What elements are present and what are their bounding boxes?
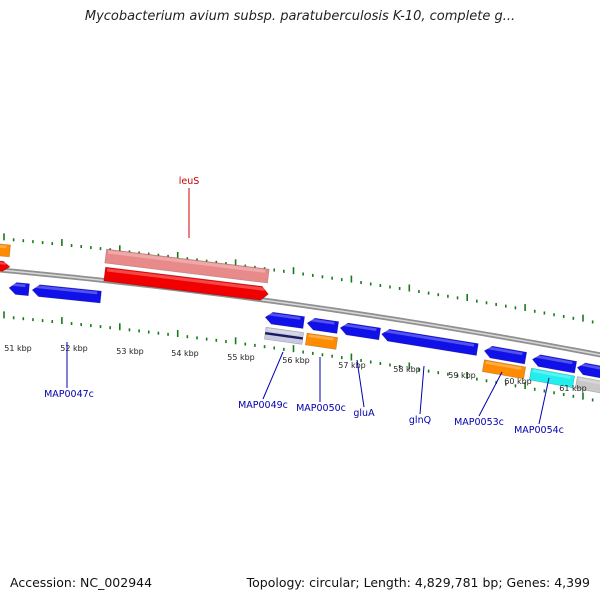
MAP0050c-gene [304, 332, 339, 350]
cds-blue-3-body [264, 311, 305, 329]
cds-red-left-body [0, 259, 11, 272]
scale-label: 58 kbp [393, 365, 421, 374]
cds-blue-8-shine [534, 354, 573, 365]
cds-blue-7-shine [486, 346, 523, 356]
leuS-gene-pink-shine [107, 250, 266, 273]
gene-label-MAP0053c[interactable]: MAP0053c [454, 417, 504, 428]
cds-blue-6-shine [383, 329, 475, 347]
MAP0054c-gene [528, 367, 576, 389]
gene-label-glnQ[interactable]: glnQ [409, 415, 431, 426]
scale-label: 55 kbp [227, 353, 255, 362]
scale-label: 52 kbp [60, 344, 88, 353]
backbone-highlight [0, 269, 600, 356]
cds-blue-1-shine [11, 283, 26, 288]
cds-blue-5-shine [342, 323, 377, 332]
cds-blue-4 [306, 317, 340, 334]
gene-labels: leuS MAP0047c MAP0049c MAP0050c gluA glnQ MAP0… [44, 176, 564, 436]
leuS-gene [103, 266, 269, 301]
MAP0054c-gene-body [528, 367, 576, 389]
scale-label: 61 kbp [559, 384, 587, 393]
cds-orange-left-shine [0, 244, 7, 249]
scale-label: 60 kbp [504, 377, 532, 386]
leuS-gene-body [103, 266, 269, 301]
cds-blue-1-body [8, 282, 30, 297]
leuS-gene-shine [106, 268, 266, 291]
topology-summary: Topology: circular; Length: 4,829,781 bp… [246, 575, 590, 590]
inner-tick-marks [3, 311, 594, 402]
gene-label-MAP0047c[interactable]: MAP0047c [44, 389, 94, 400]
map-title: Mycobacterium avium subsp. paratuberculo… [84, 9, 516, 24]
leuS-gene-pink [104, 248, 270, 284]
cds-blue-5 [339, 322, 382, 341]
MAP0049c-gene-shine [267, 328, 300, 336]
cds-blue-4-body [306, 317, 340, 334]
cds-red-left-shine [0, 261, 7, 265]
cds-blue-6 [381, 328, 479, 356]
gene-label-MAP0050c[interactable]: MAP0050c [296, 403, 346, 414]
gene-label-gluA[interactable]: gluA [353, 408, 375, 419]
cds-blue-8-body [531, 354, 578, 374]
cds-blue-2 [31, 284, 102, 304]
scale-label: 59 kbp [448, 371, 476, 380]
scale-labels: 51 kbp 52 kbp 53 kbp 54 kbp 55 kbp 56 kbp 57 k… [4, 344, 587, 393]
leuS-gene-pink-body [104, 248, 270, 284]
scale-label: 57 kbp [338, 361, 366, 370]
MAP0050c-gene-shine [308, 334, 334, 341]
gene-leader-line [262, 351, 284, 400]
cds-blue-3 [264, 311, 305, 329]
cds-blue-1 [8, 282, 30, 297]
gene-leader-line [419, 365, 425, 415]
cds-blue-7-body [483, 345, 528, 365]
gene-leader-line [356, 359, 365, 408]
scale-label: 51 kbp [4, 344, 32, 353]
backbone-layer [0, 267, 600, 358]
gene-leader-line [538, 377, 550, 425]
cds-red-left [0, 259, 11, 272]
scale-label: 53 kbp [116, 347, 144, 356]
MAP0053c-gene-shine [485, 361, 522, 370]
cds-orange-left-body [0, 242, 11, 258]
gene-leader-line [478, 371, 503, 417]
cds-blue-2-shine [34, 285, 98, 295]
cds-blue-4-shine [309, 318, 335, 325]
gene-label-MAP0049c[interactable]: MAP0049c [238, 400, 288, 411]
cds-blue-6-body [381, 328, 479, 356]
MAP0053c-gene-body [481, 359, 527, 380]
gene-label-leuS[interactable]: leuS [179, 176, 200, 187]
MAP0050c-gene-body [304, 332, 339, 350]
MAP0053c-gene [481, 359, 527, 380]
scale-label: 54 kbp [171, 349, 199, 358]
MAP0054c-gene-shine [532, 369, 571, 379]
gene-label-MAP0054c[interactable]: MAP0054c [514, 425, 564, 436]
cds-blue-9-body [576, 362, 600, 380]
feature-layer [0, 242, 600, 395]
scale-label: 56 kbp [282, 356, 310, 365]
cds-orange-left [0, 242, 11, 258]
cds-blue-5-body [339, 322, 382, 341]
cds-blue-7 [483, 345, 528, 365]
cds-blue-2-body [31, 284, 102, 304]
accession-text: Accession: NC_002944 [10, 575, 153, 590]
cds-blue-8 [531, 354, 578, 374]
MAP0049c-gene-stripe [265, 331, 303, 340]
cds-blue-3-shine [267, 312, 301, 320]
MAP0049c-gene [264, 326, 304, 345]
